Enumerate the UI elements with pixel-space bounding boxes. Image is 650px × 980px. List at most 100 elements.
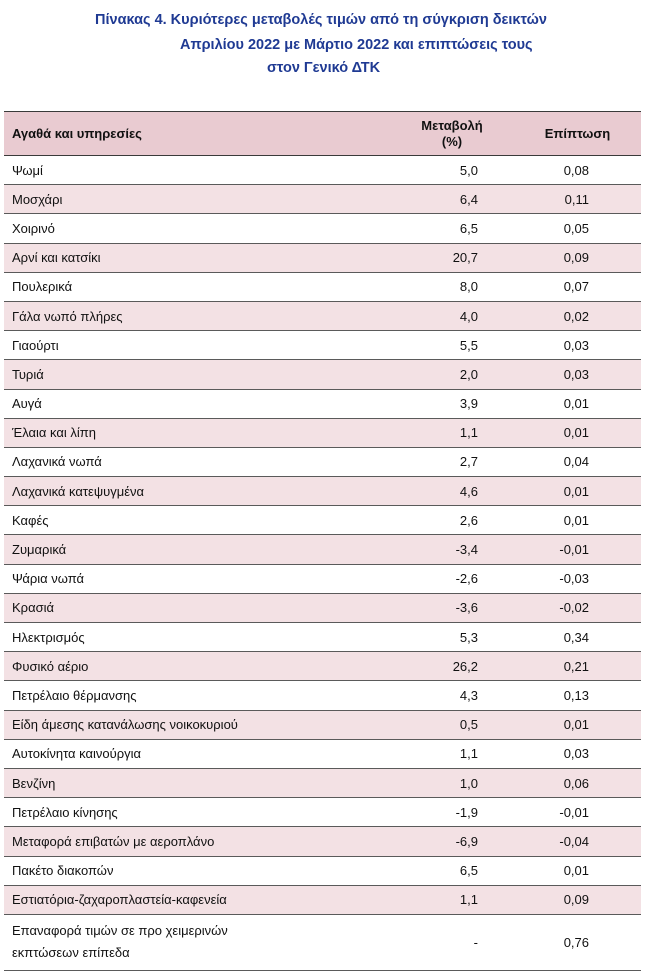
table-row: Ψωμί 5,0 0,08	[4, 155, 641, 186]
row-item: Έλαια και λίπη	[4, 418, 390, 448]
row-item-line-2: εκπτώσεων επίπεδα	[12, 945, 130, 961]
row-impact: 0,03	[514, 330, 641, 361]
table-row: Έλαια και λίπη 1,1 0,01	[4, 418, 641, 448]
row-change: -1,9	[390, 797, 514, 828]
row-impact: 0,01	[514, 418, 641, 448]
row-impact: 0,05	[514, 213, 641, 244]
row-impact: 0,08	[514, 155, 641, 186]
row-item: Καφές	[4, 505, 390, 536]
row-impact: 0,01	[514, 710, 641, 740]
row-change: 8,0	[390, 272, 514, 302]
row-change: 1,1	[390, 418, 514, 448]
row-item: Τυριά	[4, 359, 390, 390]
table-row: Επαναφορά τιμών σε προ χειμερινών εκπτώσ…	[4, 914, 641, 971]
row-change: 4,0	[390, 301, 514, 332]
table-row: Μοσχάρι 6,4 0,11	[4, 184, 641, 215]
title-line-2: Απριλίου 2022 με Μάρτιο 2022 και επιπτώσ…	[180, 37, 533, 53]
table-row: Εστιατόρια-ζαχαροπλαστεία-καφενεία 1,1 0,0…	[4, 885, 641, 915]
table-row: Βενζίνη 1,0 0,06	[4, 768, 641, 799]
row-change: 20,7	[390, 243, 514, 273]
row-change: -6,9	[390, 826, 514, 857]
row-impact: -0,01	[514, 534, 641, 565]
table-row: Πετρέλαιο κίνησης -1,9 -0,01	[4, 797, 641, 828]
header-goods-services: Αγαθά και υπηρεσίες	[4, 111, 390, 156]
row-impact: 0,07	[514, 272, 641, 302]
row-item: Μοσχάρι	[4, 184, 390, 215]
row-impact: 0,21	[514, 651, 641, 682]
header-change: Μεταβολή (%)	[390, 111, 514, 156]
row-impact: 0,02	[514, 301, 641, 332]
table-row: Λαχανικά νωπά 2,7 0,04	[4, 447, 641, 478]
row-item: Επαναφορά τιμών σε προ χειμερινών εκπτώσ…	[4, 914, 390, 971]
row-impact: 0,09	[514, 243, 641, 273]
row-item: Αρνί και κατσίκι	[4, 243, 390, 273]
row-item: Ηλεκτρισμός	[4, 622, 390, 653]
row-change: -3,4	[390, 534, 514, 565]
header-change-label: Μεταβολή	[421, 117, 483, 133]
row-item: Πουλερικά	[4, 272, 390, 302]
row-impact: -0,02	[514, 593, 641, 624]
table-row: Αρνί και κατσίκι 20,7 0,09	[4, 243, 641, 273]
table-row: Ζυμαρικά -3,4 -0,01	[4, 534, 641, 565]
row-change: 1,0	[390, 768, 514, 799]
table-header: Αγαθά και υπηρεσίες Μεταβολή (%) Επίπτωσ…	[4, 111, 641, 156]
row-impact: -0,04	[514, 826, 641, 857]
row-item: Αυγά	[4, 389, 390, 419]
row-impact: 0,09	[514, 885, 641, 915]
row-item: Εστιατόρια-ζαχαροπλαστεία-καφενεία	[4, 885, 390, 915]
row-change: 5,3	[390, 622, 514, 653]
row-impact: 0,06	[514, 768, 641, 799]
row-impact: 0,01	[514, 389, 641, 419]
row-change: 2,0	[390, 359, 514, 390]
row-impact: 0,76	[514, 914, 641, 971]
row-item: Κρασιά	[4, 593, 390, 624]
row-item: Βενζίνη	[4, 768, 390, 799]
table-row: Πακέτο διακοπών 6,5 0,01	[4, 856, 641, 886]
row-change: -	[390, 914, 514, 971]
row-item: Γάλα νωπό πλήρες	[4, 301, 390, 332]
row-impact: 0,13	[514, 680, 641, 711]
table-row: Ηλεκτρισμός 5,3 0,34	[4, 622, 641, 653]
row-item-line-1: Επαναφορά τιμών σε προ χειμερινών	[12, 923, 228, 939]
row-impact: 0,04	[514, 447, 641, 478]
row-item: Χοιρινό	[4, 213, 390, 244]
row-item: Γιαούρτι	[4, 330, 390, 361]
row-change: 5,5	[390, 330, 514, 361]
row-impact: -0,01	[514, 797, 641, 828]
table-row: Αυτοκίνητα καινούργια 1,1 0,03	[4, 739, 641, 769]
price-changes-table: Αγαθά και υπηρεσίες Μεταβολή (%) Επίπτωσ…	[4, 111, 641, 971]
row-item: Πετρέλαιο θέρμανσης	[4, 680, 390, 711]
row-change: 1,1	[390, 739, 514, 769]
title-line-1: Πίνακας 4. Κυριότερες μεταβολές τιμών απ…	[95, 12, 547, 28]
row-impact: 0,01	[514, 476, 641, 507]
row-change: 2,6	[390, 505, 514, 536]
table-row: Πουλερικά 8,0 0,07	[4, 272, 641, 302]
row-change: 6,5	[390, 856, 514, 886]
row-change: 4,6	[390, 476, 514, 507]
row-change: 6,4	[390, 184, 514, 215]
row-impact: 0,34	[514, 622, 641, 653]
title-line-3: στον Γενικό ΔΤΚ	[267, 60, 381, 76]
row-change: 0,5	[390, 710, 514, 740]
table-row: Αυγά 3,9 0,01	[4, 389, 641, 419]
row-change: 4,3	[390, 680, 514, 711]
row-change: 26,2	[390, 651, 514, 682]
row-item: Λαχανικά κατεψυγμένα	[4, 476, 390, 507]
row-item: Ψάρια νωπά	[4, 564, 390, 594]
table-row: Πετρέλαιο θέρμανσης 4,3 0,13	[4, 680, 641, 711]
table-row: Τυριά 2,0 0,03	[4, 359, 641, 390]
row-item: Πακέτο διακοπών	[4, 856, 390, 886]
row-change: -2,6	[390, 564, 514, 594]
row-item: Ζυμαρικά	[4, 534, 390, 565]
row-impact: 0,03	[514, 359, 641, 390]
table-row: Καφές 2,6 0,01	[4, 505, 641, 536]
table-row: Είδη άμεσης κατανάλωσης νοικοκυριού 0,5 0,…	[4, 710, 641, 740]
table-row: Μεταφορά επιβατών με αεροπλάνο -6,9 -0,04	[4, 826, 641, 857]
table-row: Γάλα νωπό πλήρες 4,0 0,02	[4, 301, 641, 332]
row-item: Λαχανικά νωπά	[4, 447, 390, 478]
row-change: 3,9	[390, 389, 514, 419]
row-impact: 0,03	[514, 739, 641, 769]
header-change-unit: (%)	[441, 133, 463, 149]
row-item: Αυτοκίνητα καινούργια	[4, 739, 390, 769]
table-row: Ψάρια νωπά -2,6 -0,03	[4, 564, 641, 594]
